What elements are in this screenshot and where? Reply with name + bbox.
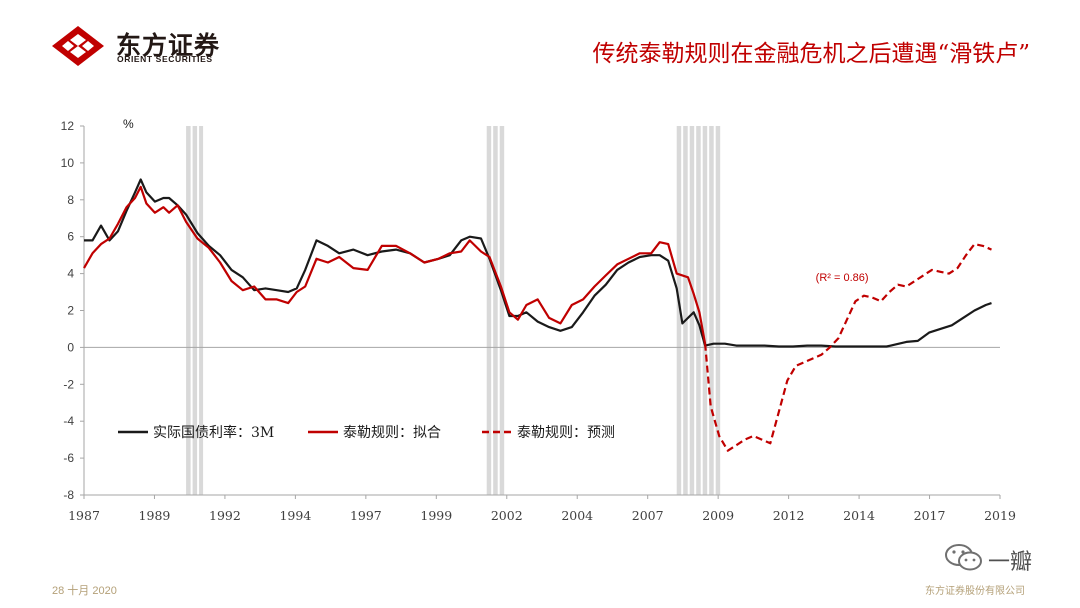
x-tick-label: 2014 [843,508,875,523]
series-line-3 [704,243,992,452]
footer-company: 东方证券股份有限公司 [925,586,1025,597]
x-tick-label: 2004 [561,508,593,523]
logo-diamond-icon [52,26,104,66]
x-tick-label: 2009 [702,508,734,523]
y-tick-label: -8 [63,488,74,502]
recession-band [186,126,204,495]
wechat-icon [945,544,982,571]
y-tick-label: 8 [67,193,74,207]
chart-series [83,178,992,452]
legend-label: 泰勒规则：预测 [517,425,615,441]
series-line-2 [83,185,707,344]
x-tick-label: 2017 [914,508,946,523]
legend-item: 泰勒规则：预测 [482,425,615,441]
legend-label: 实际国债利率：3M [153,424,274,441]
slide-title: 传统泰勒规则在金融危机之后遭遇“滑铁卢” [592,41,1030,67]
x-tick-label: 1999 [420,508,452,523]
x-tick-label: 1994 [279,508,311,523]
logo-text-cn: 东方证券 [116,31,221,60]
footer-date: 28 十月 2020 [52,585,117,597]
y-tick-label: 12 [61,119,75,133]
x-tick-label: 1989 [139,508,171,523]
x-tick-label: 2002 [491,508,523,523]
y-tick-label: 2 [67,304,74,318]
x-tick-label: 2007 [632,508,664,523]
legend-label: 泰勒规则：拟合 [343,425,441,441]
company-logo: 东方证券 ORIENT SECURITIES [50,24,260,68]
x-tick-label: 1992 [209,508,241,523]
r-squared-annotation: (R² = 0.86) [816,272,869,284]
watermark-text: 一瓣 [988,550,1033,575]
chart-legend: 实际国债利率：3M 泰勒规则：拟合 泰勒规则：预测 [118,424,615,441]
y-tick-label: 0 [67,340,74,354]
y-tick-label: -6 [63,451,74,465]
x-tick-label: 1997 [350,508,382,523]
y-tick-label: 10 [61,156,75,170]
y-tick-label: 4 [67,267,74,281]
y-tick-label: -2 [63,377,74,391]
watermark: 一瓣 [942,540,1042,576]
y-tick-label: 6 [67,230,74,244]
x-tick-label: 2012 [773,508,805,523]
x-tick-label: 1987 [68,508,100,523]
legend-item: 实际国债利率：3M [118,424,274,441]
y-axis-label: % [123,117,134,131]
x-tick-label: 2019 [984,508,1016,523]
y-tick-label: -4 [63,414,74,428]
recession-band [486,126,505,495]
legend-item: 泰勒规则：拟合 [308,425,441,441]
logo-text-en: ORIENT SECURITIES [117,54,213,64]
